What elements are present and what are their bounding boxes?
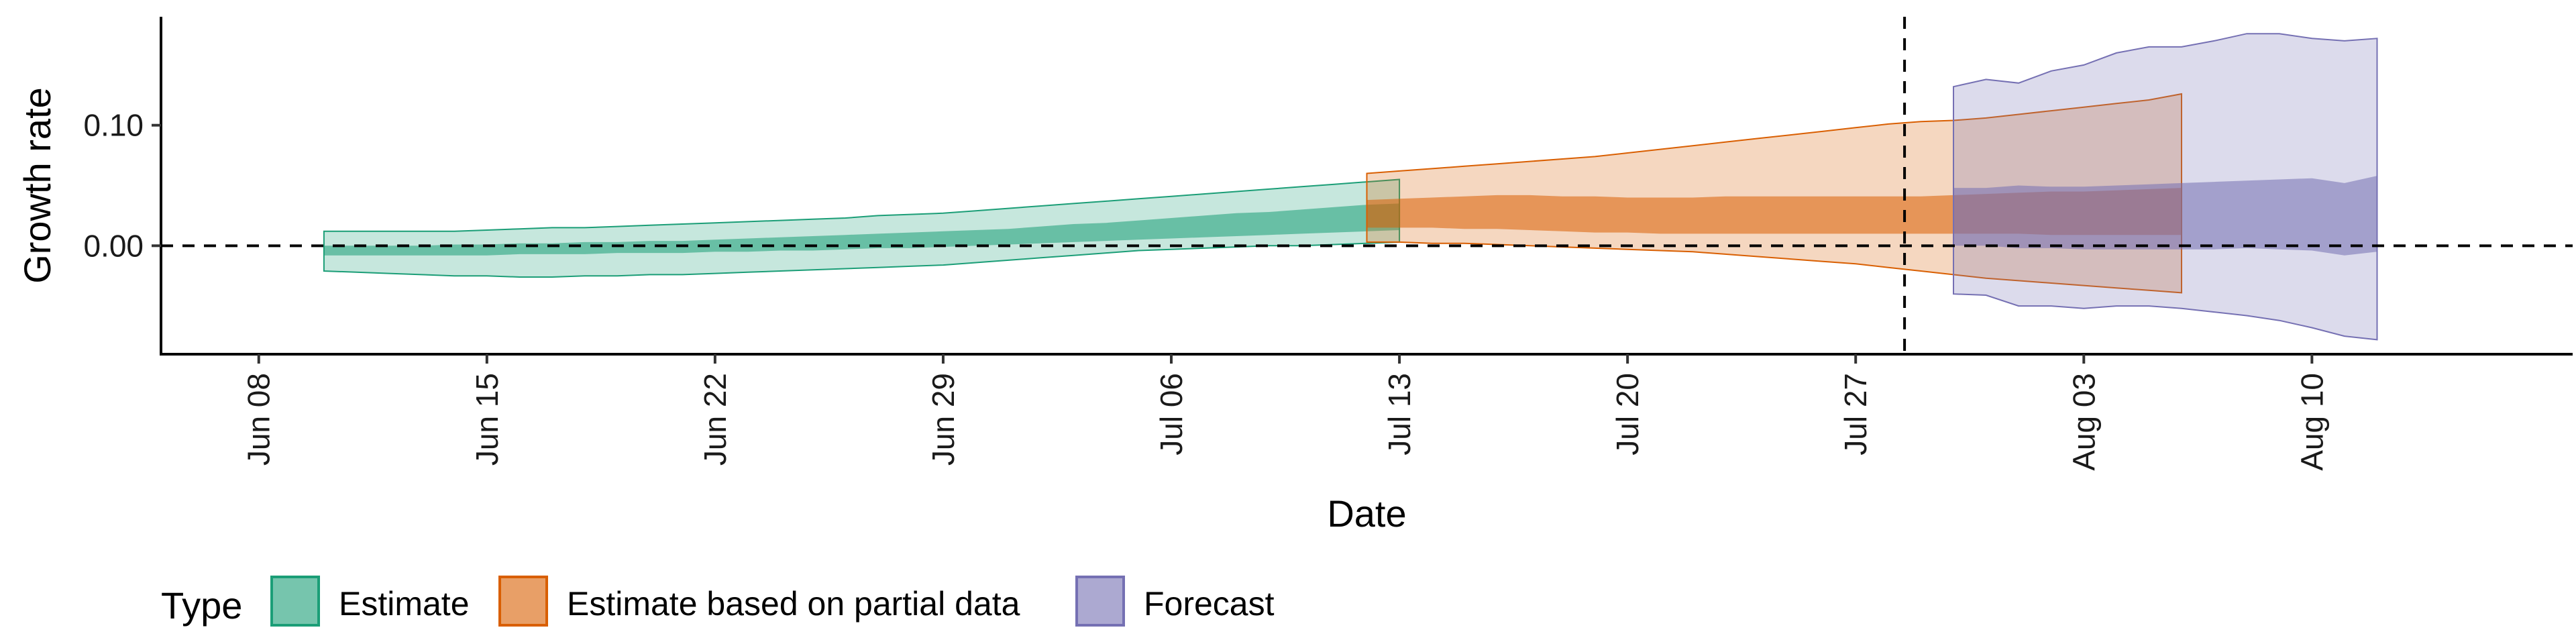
- x-axis-ticks: Jun 08 Jun 15 Jun 22 Jun 29 Jul 06 Jul 13 Jul …: [241, 354, 2329, 471]
- y-axis-ticks: 0.00 0.10: [83, 108, 161, 263]
- y-tick-label: 0.00: [83, 228, 144, 263]
- y-axis-title: Growth rate: [16, 87, 58, 284]
- x-tick-label: Jun 15: [470, 373, 504, 466]
- legend-label: Forecast: [1144, 585, 1275, 623]
- band-50-1: [323, 203, 1400, 256]
- band-50-3: [1953, 176, 2377, 256]
- x-tick-label: Jul 20: [1610, 373, 1645, 455]
- x-tick-label: Aug 10: [2294, 373, 2329, 471]
- legend: Type Estimate Estimate based on partial d…: [161, 576, 1275, 627]
- x-tick-label: Jul 27: [1838, 373, 1873, 455]
- x-axis-title: Date: [1327, 492, 1406, 535]
- y-tick-label: 0.10: [83, 108, 144, 143]
- legend-label: Estimate: [339, 585, 470, 623]
- series-bands: [323, 33, 2378, 341]
- x-tick-label: Aug 03: [2066, 373, 2101, 471]
- x-tick-label: Jun 22: [698, 373, 733, 466]
- x-tick-label: Jul 13: [1382, 373, 1417, 455]
- legend-key: [498, 576, 548, 627]
- legend-key: [1075, 576, 1125, 627]
- x-tick-label: Jul 06: [1154, 373, 1189, 455]
- x-tick-label: Jun 29: [926, 373, 961, 466]
- legend-key: [270, 576, 320, 627]
- x-tick-label: Jun 08: [241, 373, 276, 466]
- legend-title: Type: [161, 584, 242, 627]
- legend-label: Estimate based on partial data: [567, 585, 1020, 623]
